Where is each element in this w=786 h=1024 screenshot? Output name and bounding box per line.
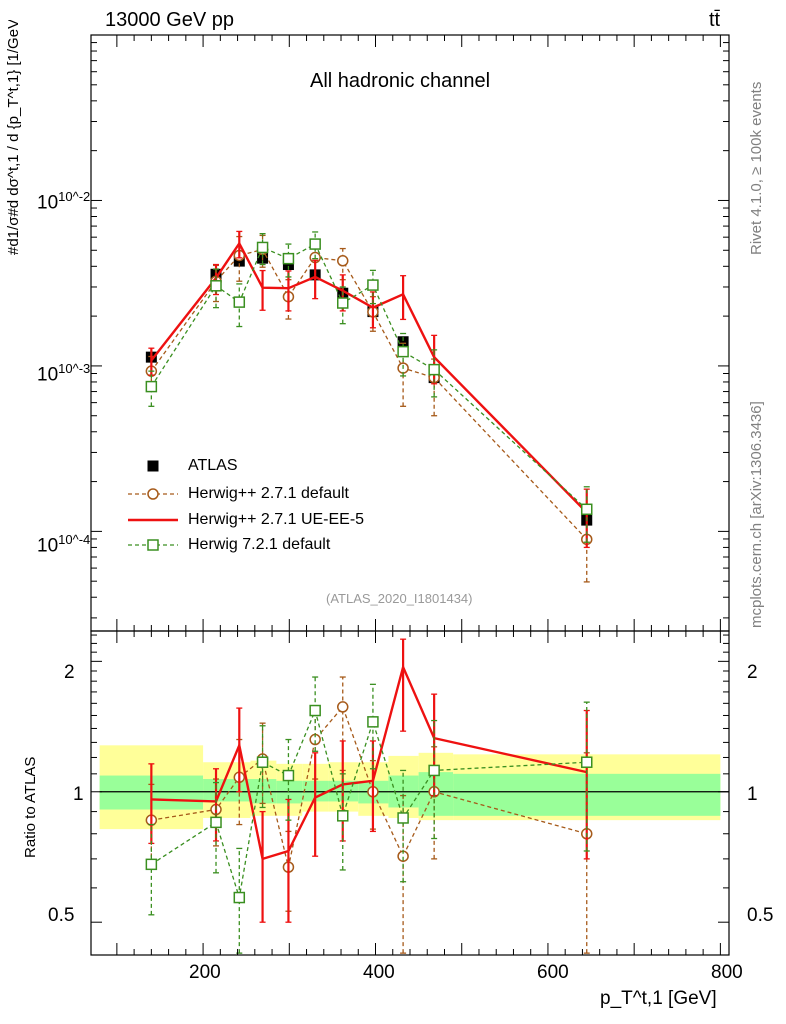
chart-title: All hadronic channel <box>310 70 491 92</box>
ratio-ytick-label-left: 1 <box>73 784 84 805</box>
main-data-point <box>428 363 440 376</box>
ratio-data-point <box>367 716 379 728</box>
main-data-point <box>397 336 409 348</box>
analysis-watermark: (ATLAS_2020_I1801434) <box>326 591 473 606</box>
main-data-point <box>145 380 158 393</box>
legend-markers <box>128 460 178 551</box>
main-data-point <box>282 259 294 271</box>
main-data-point <box>282 252 295 265</box>
legend-label-atlas: ATLAS <box>188 457 238 474</box>
xtick-label: 200 <box>189 962 221 983</box>
main-data-point <box>367 279 379 291</box>
ratio-data-point <box>145 858 158 871</box>
legend-label-herwigpp-ueee5: Herwig++ 2.7.1 UE-EE-5 <box>188 511 365 528</box>
xtick-label: 400 <box>363 962 395 983</box>
legend-marker-herwig-7-2-1-default <box>147 539 159 551</box>
data-series <box>145 230 593 954</box>
ratio-data-point <box>210 816 222 829</box>
legend-label-herwig7: Herwig 7.2.1 default <box>188 536 331 553</box>
main-ytick-label: 1010^-3 <box>37 361 91 386</box>
rivet-version-label: Rivet 4.1.0, ≥ 100k events <box>748 81 765 255</box>
main-data-point <box>210 280 222 292</box>
ratio-data-point <box>309 704 321 717</box>
header-right-label: tt̄ <box>709 9 721 31</box>
legend-label-herwigpp-default: Herwig++ 2.7.1 default <box>188 485 349 502</box>
main-data-point <box>580 503 593 516</box>
xtick-label: 800 <box>711 962 743 983</box>
ratio-ytick-label-right: 0.5 <box>747 905 774 926</box>
ratio-data-point <box>256 756 269 768</box>
mcplots-label: mcplots.cern.ch [arXiv:1306.3436] <box>748 401 765 628</box>
main-y-axis-title: #d1/σ#d dσ^t,1 / d {p_T^t,1} [1/GeV] <box>5 20 22 255</box>
axes-frames <box>90 34 730 956</box>
ratio-band-inner <box>203 779 251 802</box>
main-plot-frame <box>90 34 730 632</box>
main-series-herwig-7-2-1-default <box>145 231 593 543</box>
ratio-series-herwig-7-2-1-default <box>145 676 593 954</box>
ratio-ytick-label-left: 0.5 <box>48 905 75 926</box>
main-data-point <box>256 241 269 254</box>
ratio-uncertainty-bands <box>99 745 721 830</box>
ratio-ytick-label-right: 2 <box>747 662 758 683</box>
main-data-point <box>233 296 246 308</box>
main-ytick-label: 1010^-2 <box>37 189 91 214</box>
main-series-line <box>150 241 588 514</box>
legend-marker-herwig-2-7-1-default <box>147 488 159 500</box>
header-left-label: 13000 GeV pp <box>105 9 234 31</box>
main-data-point <box>337 297 349 309</box>
main-ytick-label: 1010^-4 <box>37 532 91 557</box>
ratio-series-line <box>151 705 587 868</box>
x-axis-title: p_T^t,1 [GeV] <box>600 988 717 1009</box>
ratio-data-point <box>337 701 349 713</box>
main-data-point <box>337 255 349 267</box>
ratio-data-point <box>282 769 295 782</box>
main-data-point <box>309 238 321 250</box>
legend-marker-atlas <box>147 460 159 472</box>
ratio-y-axis-title: Ratio to ATLAS <box>22 756 39 858</box>
ratio-ytick-label-left: 2 <box>64 662 75 683</box>
ratio-data-point <box>580 756 593 768</box>
xtick-label: 600 <box>537 962 569 983</box>
main-data-point <box>397 345 409 358</box>
ratio-data-point <box>337 810 349 822</box>
ratio-data-point <box>233 891 246 904</box>
ratio-series-line <box>151 663 588 861</box>
ratio-ytick-label-right: 1 <box>747 784 758 805</box>
ratio-data-point <box>428 764 440 777</box>
main-series-line <box>150 248 588 540</box>
ratio-data-point <box>397 812 409 824</box>
